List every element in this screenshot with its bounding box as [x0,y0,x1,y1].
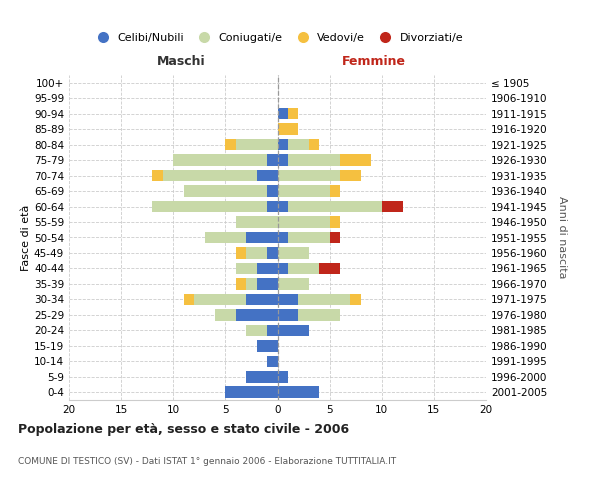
Bar [184,186,267,197]
Bar [288,232,329,243]
Bar [246,278,257,289]
Bar [236,247,246,259]
Bar [257,170,277,181]
Bar [236,139,277,150]
Bar [340,154,371,166]
Bar [298,309,340,320]
Bar [309,139,319,150]
Bar [257,262,277,274]
Bar [277,216,329,228]
Bar [277,324,309,336]
Bar [152,200,267,212]
Bar [277,262,288,274]
Bar [277,170,340,181]
Bar [246,324,267,336]
Y-axis label: Fasce di età: Fasce di età [21,204,31,270]
Bar [277,154,288,166]
Text: Maschi: Maschi [157,56,206,68]
Bar [226,139,236,150]
Bar [152,170,163,181]
Bar [350,294,361,305]
Y-axis label: Anni di nascita: Anni di nascita [557,196,567,279]
Bar [340,170,361,181]
Bar [277,232,288,243]
Bar [277,124,298,135]
Bar [163,170,257,181]
Bar [277,108,288,120]
Bar [246,232,277,243]
Bar [257,340,277,351]
Bar [288,108,298,120]
Bar [246,294,277,305]
Bar [194,294,246,305]
Bar [173,154,267,166]
Bar [184,294,194,305]
Bar [277,278,309,289]
Bar [205,232,246,243]
Bar [329,232,340,243]
Bar [236,216,277,228]
Bar [236,309,277,320]
Bar [382,200,403,212]
Bar [246,371,277,382]
Bar [257,278,277,289]
Text: Femmine: Femmine [341,56,406,68]
Bar [267,247,277,259]
Bar [277,247,309,259]
Bar [267,324,277,336]
Bar [267,186,277,197]
Bar [277,139,288,150]
Bar [236,278,246,289]
Bar [329,186,340,197]
Bar [267,200,277,212]
Bar [277,294,298,305]
Bar [277,200,288,212]
Bar [319,262,340,274]
Bar [288,154,340,166]
Bar [215,309,236,320]
Bar [288,139,309,150]
Bar [267,154,277,166]
Bar [288,262,319,274]
Bar [246,247,267,259]
Bar [277,186,329,197]
Bar [277,309,298,320]
Text: Popolazione per età, sesso e stato civile - 2006: Popolazione per età, sesso e stato civil… [18,422,349,436]
Bar [298,294,350,305]
Legend: Celibi/Nubili, Coniugati/e, Vedovi/e, Divorziati/e: Celibi/Nubili, Coniugati/e, Vedovi/e, Di… [88,28,467,48]
Bar [277,371,288,382]
Bar [277,386,319,398]
Bar [267,356,277,367]
Bar [288,200,382,212]
Bar [236,262,257,274]
Bar [226,386,277,398]
Text: COMUNE DI TESTICO (SV) - Dati ISTAT 1° gennaio 2006 - Elaborazione TUTTITALIA.IT: COMUNE DI TESTICO (SV) - Dati ISTAT 1° g… [18,458,396,466]
Bar [329,216,340,228]
